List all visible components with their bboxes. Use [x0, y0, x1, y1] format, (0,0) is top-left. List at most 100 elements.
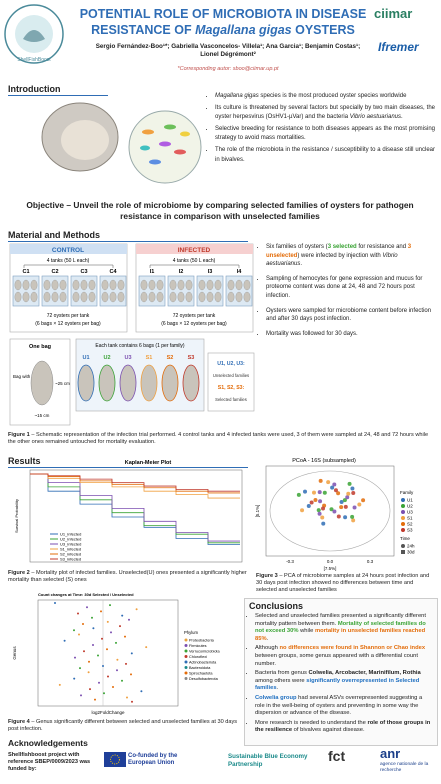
tanks-text: 4 tanks (50 L each)	[173, 258, 216, 264]
bullet: The role of the microbiota in the resist…	[215, 146, 435, 165]
survival-curve	[30, 473, 240, 492]
legend-title: Phylum	[184, 630, 198, 635]
bag	[22, 279, 30, 291]
genus-point	[112, 686, 114, 688]
bag	[206, 291, 214, 303]
sample-point	[350, 514, 355, 519]
group-header	[136, 244, 253, 254]
bag	[88, 291, 96, 303]
x-tick-label: 0.0	[327, 559, 334, 564]
bag	[101, 279, 109, 291]
anr-subtitle: agence nationale de la recherche	[380, 762, 429, 773]
bag	[214, 279, 222, 291]
text-run: mortality in unselected families reached…	[255, 628, 426, 642]
legend-label: S2_infected	[60, 552, 81, 557]
text-run: .	[266, 635, 269, 642]
sample-point	[306, 504, 311, 509]
bag	[72, 279, 80, 291]
bag	[30, 279, 38, 291]
sample-point	[336, 514, 341, 519]
plot-title: Count changes at Time: 30d Selected / Un…	[38, 592, 134, 597]
text-run: while	[298, 628, 315, 635]
text-run: More research is needed to understand th…	[255, 719, 368, 726]
sample-point	[317, 490, 322, 495]
tank-label: C2	[51, 269, 58, 275]
bullet: Its culture is threatened by several fac…	[215, 104, 435, 123]
x-tick-label: 0.3	[367, 559, 374, 564]
text-run: no differences were found in Shannon or …	[279, 645, 426, 652]
bacterium	[180, 131, 190, 137]
family-label: S3	[188, 355, 195, 361]
section-heading: Acknowledgements	[8, 738, 88, 748]
legend-label: 24h	[407, 544, 415, 549]
bullet: Magallana gigas species is the most prod…	[215, 92, 435, 102]
legend-label: Proteobacteria	[189, 639, 215, 643]
text-run: RESISTANCE OF	[91, 23, 196, 37]
bag	[117, 279, 125, 291]
figure-caption: Figure 1 – Schematic representation of t…	[8, 432, 433, 446]
legend-swatch	[184, 644, 188, 647]
sample-point	[311, 490, 316, 495]
genus-point	[128, 618, 130, 621]
eu-logo: Co-funded by the European Union	[128, 753, 178, 766]
sample-point	[321, 506, 326, 511]
genus-point	[87, 671, 90, 674]
ciimar-logo: ciimar	[374, 6, 413, 21]
sample-point	[303, 489, 308, 494]
y-axis-title: [5.1%]	[255, 505, 260, 518]
legend-swatch	[401, 528, 405, 532]
bracket	[23, 264, 114, 268]
legend-label: S1_infected	[60, 547, 81, 552]
genus-point	[80, 694, 82, 697]
bag	[206, 279, 214, 291]
sample-point	[330, 485, 335, 490]
legend-label: S2	[407, 522, 413, 527]
genus-point	[115, 641, 117, 644]
tank-label: C4	[109, 269, 117, 275]
bullet: Bacteria from genus Colwelia, Arcobacter…	[255, 670, 433, 693]
sample-point	[361, 498, 366, 503]
fct-logo: fct	[328, 748, 346, 764]
section-heading: Results	[8, 456, 248, 468]
bag	[140, 279, 148, 291]
sample-point	[336, 491, 341, 496]
bag	[227, 291, 235, 303]
title: POTENTIAL ROLE OF MICROBIOTA IN DISEASE …	[68, 6, 378, 38]
genus-point	[125, 662, 127, 665]
bag	[14, 279, 22, 291]
trial-diagram: CONTROL 4 tanks (50 L each) C1 C2 C3 C4 72 oys…	[9, 243, 255, 426]
text-run: Vibrio aestuarianus	[266, 252, 398, 268]
legend-title: Time	[400, 536, 410, 541]
genus-point	[116, 658, 119, 661]
genus-point	[102, 665, 104, 667]
legend-label: Verrucomicrobiota	[189, 650, 220, 654]
family-bag	[119, 364, 137, 402]
bag	[51, 279, 59, 291]
sample-point	[351, 518, 356, 523]
legend-swatch	[401, 550, 405, 554]
genus-point	[63, 639, 66, 642]
bag	[185, 279, 193, 291]
sample-point	[351, 490, 356, 495]
ifremer-logo: Ifremer	[378, 40, 419, 54]
text-run: Magallana gigas	[195, 23, 292, 37]
one-bag: One bag	[29, 344, 51, 350]
bag	[227, 279, 235, 291]
text-run: Although	[255, 645, 280, 652]
sample-point	[333, 488, 338, 493]
bag	[88, 279, 96, 291]
family-bag	[161, 364, 179, 402]
legend-label: Bacteroidota	[189, 666, 211, 670]
legend-label: U3	[407, 510, 413, 515]
ack-text: Shellfishboost project with reference SB…	[8, 752, 91, 772]
bag	[72, 291, 80, 303]
genus-point	[79, 667, 81, 670]
survival-curve	[30, 473, 240, 494]
bag	[14, 291, 22, 303]
genus-point	[100, 610, 102, 613]
logo-text: ShellFishBoost	[17, 57, 51, 63]
sample-point	[313, 498, 318, 503]
text-run: for resistance and	[356, 244, 408, 250]
genus-point	[92, 627, 95, 630]
